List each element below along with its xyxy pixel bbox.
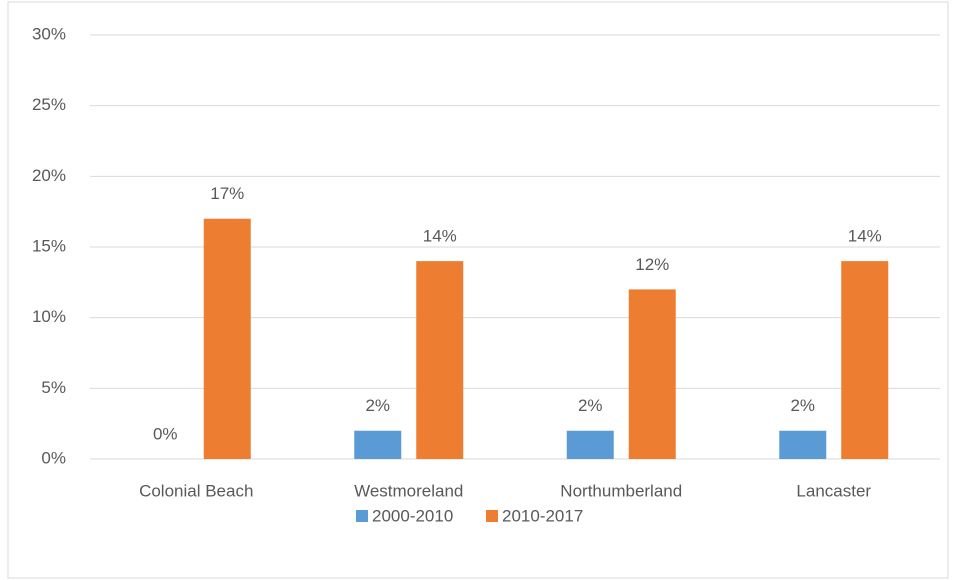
data-label: 17% [210,184,244,203]
data-label: 2% [365,396,390,415]
y-tick-label: 20% [32,166,66,185]
y-tick-label: 30% [32,24,66,43]
y-tick-label: 5% [41,378,66,397]
bar [203,218,251,459]
x-tick-label: Colonial Beach [139,481,253,500]
data-label: 2% [790,396,815,415]
y-tick-label: 25% [32,95,66,114]
data-label: 0% [153,424,178,443]
data-label: 14% [423,227,457,246]
bar [354,430,402,459]
legend-label: 2000-2010 [372,506,453,525]
bar [566,430,614,459]
x-tick-label: Lancaster [796,481,871,500]
legend-swatch [486,510,498,522]
legend-label: 2010-2017 [502,506,583,525]
bar [841,261,889,459]
y-tick-label: 10% [32,307,66,326]
bar [628,289,676,459]
y-tick-label: 15% [32,236,66,255]
y-tick-label: 0% [41,448,66,467]
x-tick-label: Westmoreland [354,481,463,500]
bar [779,430,827,459]
data-label: 12% [635,255,669,274]
bar [416,261,464,459]
x-tick-label: Northumberland [560,481,682,500]
legend-swatch [356,510,368,522]
chart-border [7,1,949,579]
data-label: 14% [848,227,882,246]
data-label: 2% [578,396,603,415]
